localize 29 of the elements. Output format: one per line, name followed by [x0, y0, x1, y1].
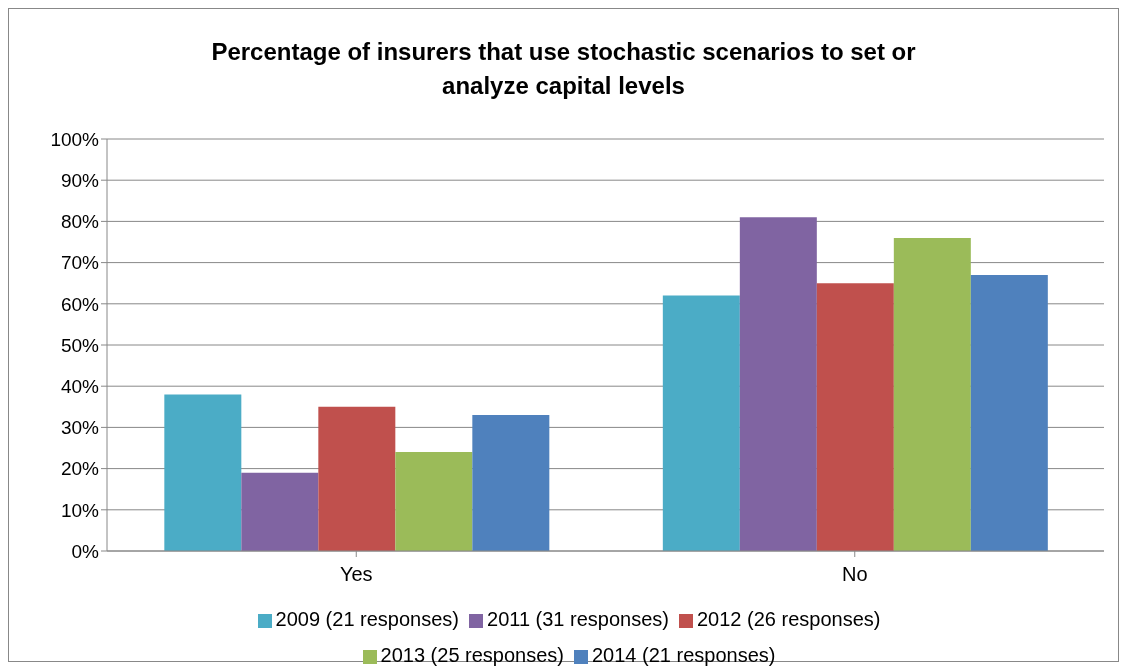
bar	[472, 415, 550, 551]
legend-label: 2011 (31 responses)	[487, 608, 669, 630]
bar	[318, 406, 396, 551]
legend-label: 2009 (21 responses)	[275, 608, 460, 630]
chart-title: Percentage of insurers that use stochastic scenarios to set or analyze capital levels	[210, 37, 917, 101]
y-tick-label: 40%	[60, 375, 100, 397]
y-tick-label: 90%	[60, 169, 100, 191]
x-tick-label: Yes	[339, 563, 373, 586]
legend-label: 2012 (26 responses)	[696, 608, 881, 630]
bar	[739, 217, 817, 551]
bar	[662, 295, 740, 551]
y-tick-label: 20%	[60, 458, 100, 480]
y-tick-label: 10%	[60, 499, 100, 521]
bar	[241, 472, 319, 551]
bar	[970, 274, 1048, 551]
x-tick-label: No	[841, 563, 868, 586]
y-tick-label: 70%	[60, 252, 100, 274]
legend-label: 2014 (21 responses)	[592, 644, 776, 666]
y-tick-label: 50%	[60, 334, 100, 356]
y-tick-label: 60%	[60, 293, 100, 315]
legend-label: 2013 (25 responses)	[380, 644, 564, 666]
bar	[893, 237, 971, 551]
y-tick-label: 30%	[60, 417, 100, 439]
bar	[395, 452, 473, 551]
bar	[164, 394, 242, 551]
y-tick-label: 100%	[50, 128, 100, 150]
y-tick-label: 0%	[71, 540, 100, 562]
y-tick-label: 80%	[60, 211, 100, 233]
bar	[816, 283, 894, 551]
